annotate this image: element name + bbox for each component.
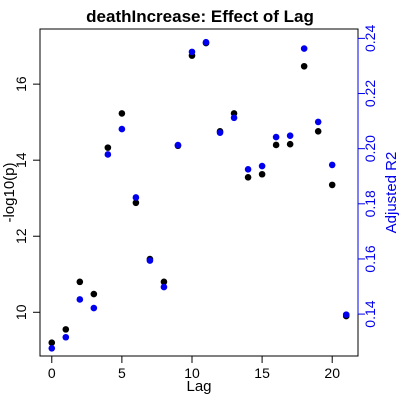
data-point-adjusted-r2 bbox=[216, 129, 224, 136]
data-point-adjusted-r2 bbox=[48, 344, 56, 352]
y-left-tick-label: 10 bbox=[13, 304, 29, 320]
data-point-adjusted-r2 bbox=[342, 311, 350, 318]
y-right-tick-label: 0.16 bbox=[362, 245, 378, 272]
data-point-neglog10p bbox=[258, 170, 266, 178]
y-left-tick-label: 16 bbox=[13, 76, 29, 92]
y-axis-left-label: -log10(p) bbox=[1, 162, 18, 222]
data-point-adjusted-r2 bbox=[146, 257, 154, 264]
data-point-neglog10p bbox=[104, 144, 112, 151]
data-point-adjusted-r2 bbox=[132, 194, 140, 201]
chart-title: deathIncrease: Effect of Lag bbox=[86, 7, 314, 26]
data-point-adjusted-r2 bbox=[90, 304, 98, 312]
data-point-neglog10p bbox=[314, 127, 322, 135]
data-point-adjusted-r2 bbox=[314, 118, 322, 126]
data-point-neglog10p bbox=[244, 173, 252, 181]
data-point-neglog10p bbox=[62, 326, 70, 333]
data-point-adjusted-r2 bbox=[286, 132, 294, 140]
data-point-neglog10p bbox=[118, 110, 126, 117]
y-axis-right: 0.14 0.16 0.18 0.20 0.22 0.24 bbox=[357, 25, 378, 328]
data-point-neglog10p bbox=[76, 278, 84, 286]
data-point-adjusted-r2 bbox=[230, 114, 238, 122]
x-tick-label: 20 bbox=[324, 365, 340, 381]
data-point-adjusted-r2 bbox=[76, 296, 84, 303]
data-point-neglog10p bbox=[272, 141, 280, 149]
data-point-adjusted-r2 bbox=[272, 133, 280, 141]
data-point-neglog10p bbox=[90, 290, 98, 298]
data-point-neglog10p bbox=[328, 181, 336, 189]
y-right-tick-label: 0.22 bbox=[362, 80, 378, 107]
data-point-adjusted-r2 bbox=[202, 38, 210, 46]
y-right-tick-label: 0.18 bbox=[362, 190, 378, 217]
x-tick-label: 10 bbox=[184, 365, 200, 381]
y-left-tick-label: 12 bbox=[13, 228, 29, 244]
x-axis: 0 5 10 15 20 bbox=[48, 355, 340, 381]
data-point-adjusted-r2 bbox=[118, 125, 126, 133]
data-point-adjusted-r2 bbox=[104, 151, 112, 158]
data-point-adjusted-r2 bbox=[62, 333, 70, 341]
data-point-adjusted-r2 bbox=[300, 45, 308, 52]
data-points bbox=[48, 38, 350, 352]
y-axis-left: 10 12 14 16 bbox=[13, 76, 41, 320]
y-right-tick-label: 0.14 bbox=[362, 300, 378, 327]
x-tick-label: 5 bbox=[118, 365, 126, 381]
data-point-neglog10p bbox=[132, 199, 140, 207]
x-axis-label: Lag bbox=[186, 378, 211, 395]
data-point-adjusted-r2 bbox=[258, 162, 266, 170]
data-point-neglog10p bbox=[286, 140, 294, 148]
data-point-adjusted-r2 bbox=[244, 166, 252, 173]
data-point-adjusted-r2 bbox=[188, 48, 196, 56]
data-point-neglog10p bbox=[160, 278, 168, 286]
data-point-neglog10p bbox=[48, 339, 56, 346]
y-axis-right-label: Adjusted R2 bbox=[383, 152, 400, 234]
y-left-tick-label: 14 bbox=[13, 152, 29, 168]
x-tick-label: 0 bbox=[48, 365, 56, 381]
data-point-adjusted-r2 bbox=[328, 161, 336, 169]
data-point-adjusted-r2 bbox=[160, 283, 168, 291]
x-tick-label: 15 bbox=[254, 365, 270, 381]
data-point-neglog10p bbox=[300, 62, 308, 70]
y-right-tick-label: 0.20 bbox=[362, 135, 378, 162]
data-point-adjusted-r2 bbox=[174, 141, 182, 149]
y-right-tick-label: 0.24 bbox=[362, 25, 378, 52]
